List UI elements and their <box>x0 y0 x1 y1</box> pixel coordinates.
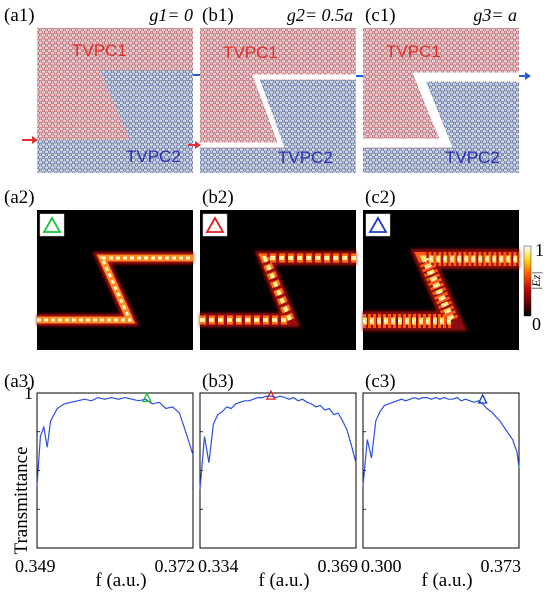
triangle-marker-a2 <box>42 216 62 233</box>
gap-label-a1: g1= 0 <box>149 5 193 25</box>
mode-marker-box-c2 <box>365 213 391 237</box>
x-axis-label-a3: f (a.u.) <box>95 570 146 591</box>
panel-label-a1: (a1) <box>4 5 35 26</box>
y-axis-label-a3: Transmittance <box>11 446 32 554</box>
x-axis-label-b3: f (a.u.) <box>258 570 309 591</box>
input-arrow-a1 <box>22 136 38 144</box>
colorbar: 1 0 |Ez| <box>523 240 544 334</box>
panel-a2: (a2) <box>4 187 193 350</box>
x-tick-label-c3: 0.300 <box>361 556 402 576</box>
panel-c2: (c2) <box>363 187 519 350</box>
tvpc1-label-b1: TVPC1 <box>223 43 278 62</box>
plot-frame-b3 <box>199 392 357 549</box>
triangle-marker-a3 <box>141 391 152 403</box>
panel-a1: (a1) g1= 0 TVPC1 TVPC2 <box>4 5 207 173</box>
x-axis-label-c3: f (a.u.) <box>421 570 472 591</box>
x-tick-label-b3: 0.369 <box>318 556 359 576</box>
triangle-marker-b3 <box>265 389 276 400</box>
chart-c3: (c3) 0.300 0.373 f (a.u.) <box>361 371 521 591</box>
tvpc1-label-c1: TVPC1 <box>386 42 441 61</box>
plot-frame-a3 <box>36 392 194 549</box>
panel-label-c3: (c3) <box>365 371 396 392</box>
panel-b2: (b2) <box>200 187 356 350</box>
panel-label-b2: (b2) <box>202 187 234 208</box>
x-tick-label-c3: 0.373 <box>481 556 522 576</box>
gap-label-b1: g2= 0.5a <box>287 5 353 25</box>
mode-marker-box-b2 <box>202 213 228 237</box>
chart-a3: (a3) 0.349 0.372 f (a.u.) Transmittance 1 <box>4 371 195 591</box>
panel-c1: (c1) g3= a TVPC1 TVPC2 <box>363 5 531 173</box>
mode-marker-box-a2 <box>39 213 65 237</box>
panel-label-a3: (a3) <box>4 371 35 392</box>
transmittance-line-a3 <box>36 396 194 487</box>
colorbar-min-label: 0 <box>532 314 541 334</box>
tvpc2-label-c1: TVPC2 <box>445 148 500 167</box>
triangle-marker-c2 <box>368 216 388 233</box>
transmittance-charts: (a3) 0.349 0.372 f (a.u.) Transmittance 1 (b3)… <box>4 371 521 591</box>
tvpc2-label-b1: TVPC2 <box>278 148 333 167</box>
colorbar-max-label: 1 <box>535 240 544 260</box>
y-tick-label-a3: 1 <box>24 383 33 403</box>
colorbar-title: |Ez| <box>529 271 543 290</box>
transmittance-line-b3 <box>199 395 357 490</box>
input-arrow-b1 <box>188 141 201 149</box>
panel-label-b3: (b3) <box>202 371 234 392</box>
panel-label-c2: (c2) <box>365 187 396 208</box>
triangle-marker-c3 <box>477 393 488 404</box>
transmittance-line-c3 <box>362 396 520 487</box>
x-tick-label-a3: 0.349 <box>15 556 56 576</box>
output-arrow-c1 <box>519 72 531 80</box>
triangle-marker-b2 <box>205 216 225 233</box>
panel-label-b1: (b1) <box>202 5 234 26</box>
tvpc2-label-a1: TVPC2 <box>126 147 181 166</box>
tvpc1-label-a1: TVPC1 <box>72 41 127 60</box>
chart-b3: (b3) 0.334 0.369 f (a.u.) <box>198 371 358 591</box>
panel-label-a2: (a2) <box>4 187 35 208</box>
panel-b1: (b1) g2= 0.5a TVPC1 TVPC2 <box>188 5 369 173</box>
x-tick-label-b3: 0.334 <box>198 556 239 576</box>
x-tick-label-a3: 0.372 <box>155 556 196 576</box>
gap-label-c1: g3= a <box>473 5 517 25</box>
panel-label-c1: (c1) <box>365 5 396 26</box>
